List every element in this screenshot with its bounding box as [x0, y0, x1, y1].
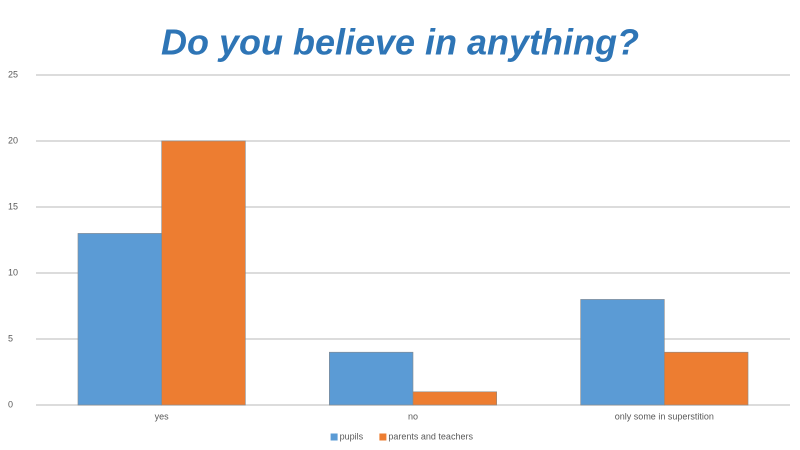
y-tick-label: 25: [8, 69, 18, 79]
legend-label: pupils: [340, 431, 364, 441]
x-tick-label: only some in superstition: [615, 411, 714, 421]
y-tick-label: 5: [8, 333, 13, 343]
bar: [412, 391, 497, 406]
x-tick-label: no: [408, 411, 418, 421]
bar: [161, 140, 246, 406]
y-tick-label: 0: [8, 399, 13, 409]
y-tick-label: 20: [8, 135, 18, 145]
x-tick-label: yes: [155, 411, 170, 421]
bar: [664, 351, 749, 406]
legend-label: parents and teachers: [388, 431, 473, 441]
legend-swatch: [330, 433, 338, 441]
y-tick-label: 10: [8, 267, 18, 277]
chart-title: Do you believe in anything?: [161, 22, 639, 63]
bar: [580, 299, 665, 406]
legend-swatch: [379, 433, 387, 441]
bar: [77, 233, 162, 406]
bar: [329, 351, 414, 406]
y-tick-label: 15: [8, 201, 18, 211]
